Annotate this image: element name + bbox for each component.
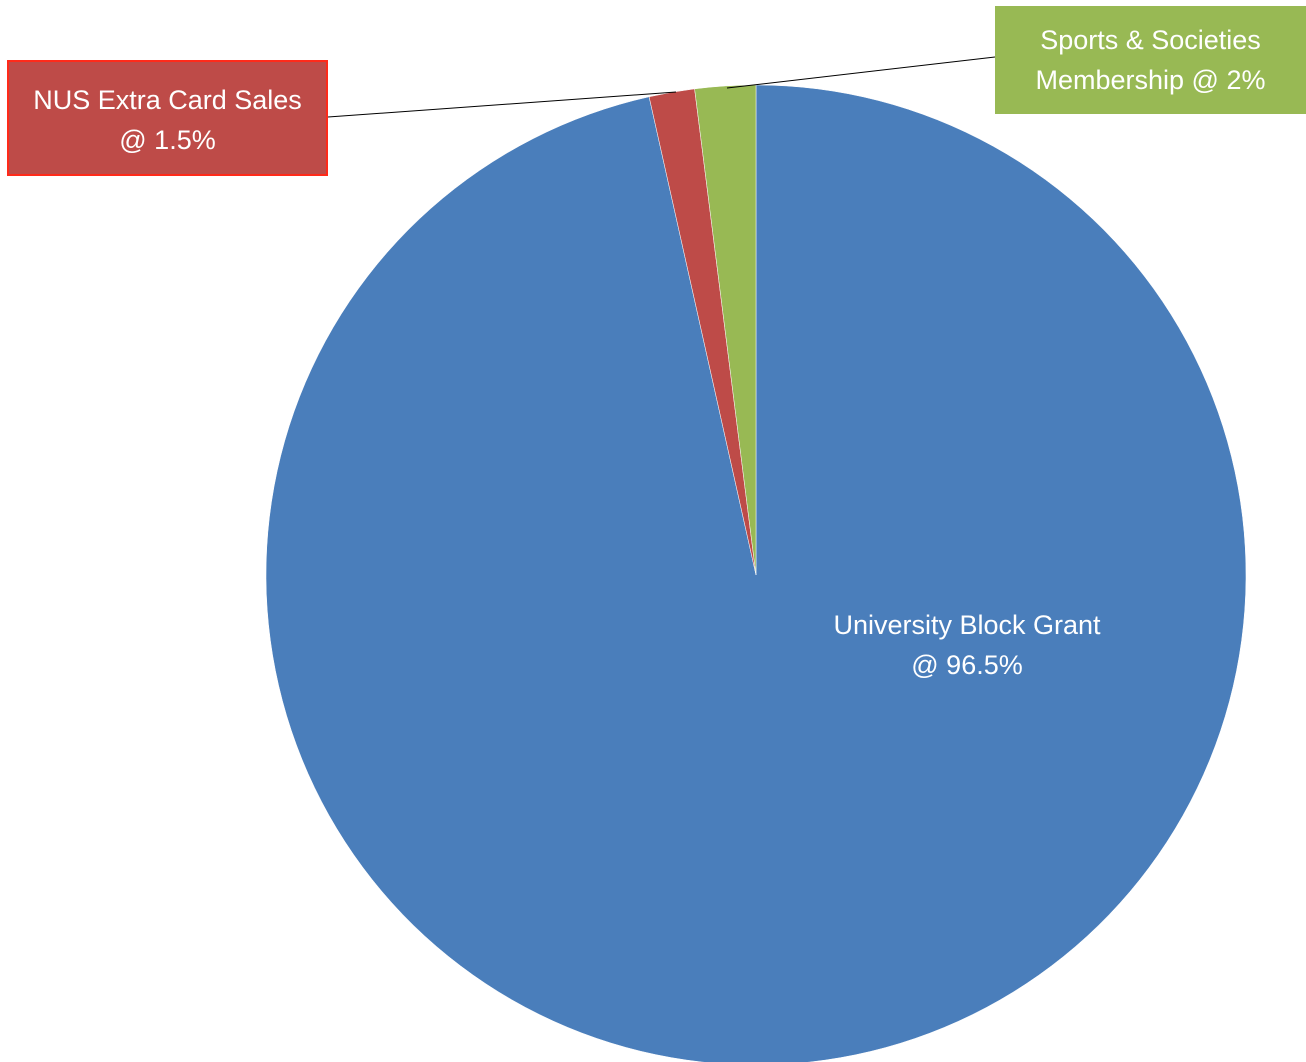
pie-slices xyxy=(265,84,1247,1062)
grant-label-line-1: University Block Grant xyxy=(833,610,1101,640)
nus-extra-card-leader-line xyxy=(327,91,677,118)
sports-societies-data-label: Sports & Societies Membership @ 2% xyxy=(995,6,1306,114)
pie-slice-grant xyxy=(265,84,1247,1062)
university-block-grant-data-label: University Block Grant @ 96.5% xyxy=(797,600,1137,690)
grant-label-line-2: @ 96.5% xyxy=(911,650,1023,680)
sports-label-line-1: Sports & Societies xyxy=(1040,25,1261,55)
sports-societies-leader-line xyxy=(726,56,996,89)
nus-label-line-1: NUS Extra Card Sales xyxy=(33,85,302,115)
nus-extra-card-data-label: NUS Extra Card Sales @ 1.5% xyxy=(7,60,328,176)
sports-label-line-2: Membership @ 2% xyxy=(1035,65,1266,95)
nus-label-line-2: @ 1.5% xyxy=(119,125,216,155)
